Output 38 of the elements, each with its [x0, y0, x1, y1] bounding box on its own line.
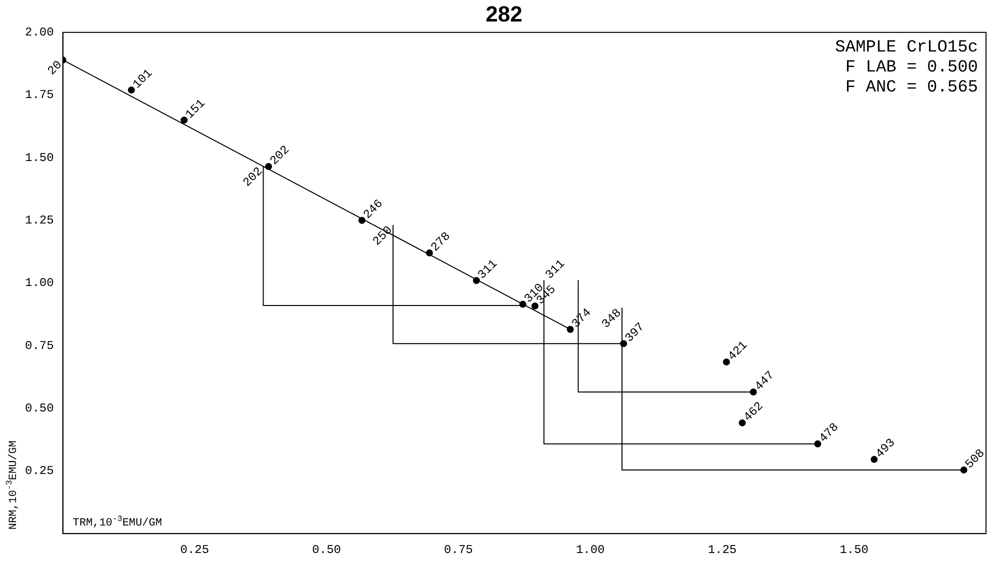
chart-title: 282	[486, 1, 522, 26]
annotation: 493	[872, 436, 898, 461]
x-tick-label: 1.50	[840, 542, 869, 557]
x-tick-label: 1.25	[708, 542, 737, 557]
annotation: 278	[428, 229, 454, 254]
y-tick-label: 2.00	[24, 26, 54, 40]
x-tick-label: 1.00	[576, 542, 605, 557]
annotation: 397	[622, 320, 648, 346]
annotation: 421	[725, 338, 750, 364]
annotation: 478	[816, 420, 842, 446]
annotation: 348	[599, 306, 624, 332]
annotation: 311	[542, 256, 568, 282]
annotation: 151	[182, 96, 208, 122]
y-tick-label: 0.75	[24, 338, 54, 353]
x-tick-label: 0.25	[180, 542, 210, 557]
annotation: 246	[360, 196, 386, 222]
annotation: 508	[962, 446, 988, 472]
annotation: 447	[752, 368, 778, 394]
y-axis-title: NRM,10-3EMU/GM	[6, 440, 20, 530]
annotation: 202	[240, 164, 266, 190]
annotation: 202	[267, 142, 292, 168]
y-tick-label: 1.50	[24, 150, 54, 165]
annotation: 462	[740, 399, 766, 424]
annotation: 250	[370, 223, 396, 249]
x-tick-label: 0.75	[444, 542, 473, 557]
annotation: F ANC = 0.565	[845, 78, 978, 98]
y-tick-label: 1.75	[24, 88, 54, 102]
annotation: 20	[44, 58, 66, 78]
y-tick-label: 1.00	[24, 276, 54, 290]
annotation: 101	[130, 66, 156, 92]
x-tick-label: 0.50	[312, 542, 341, 557]
annotation: SAMPLE CrLO15c	[835, 38, 978, 58]
annotation: 374	[569, 306, 594, 331]
annotation: F LAB = 0.500	[845, 58, 978, 78]
y-tick-label: 1.25	[24, 214, 54, 228]
y-tick-label: 0.50	[24, 401, 54, 416]
y-tick-label: 0.25	[24, 464, 54, 478]
annotation: 311	[475, 256, 500, 282]
